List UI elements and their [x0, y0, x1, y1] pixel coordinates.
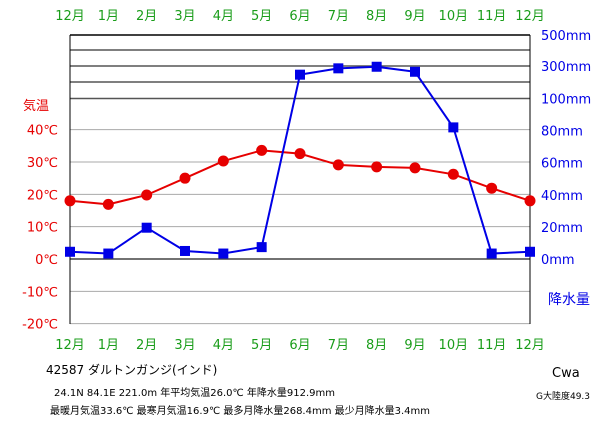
precipitation-point	[448, 122, 459, 133]
month-label-top: 1月	[98, 9, 119, 24]
precipitation-tick-label: 80mm	[541, 125, 583, 140]
precipitation-point	[103, 248, 114, 259]
precipitation-point	[180, 245, 190, 256]
temperature-point	[217, 155, 229, 167]
month-label-top: 9月	[404, 9, 425, 24]
temperature-tick-label: -20℃	[22, 318, 58, 333]
precipitation-point	[256, 242, 267, 253]
month-label-bottom: 3月	[174, 338, 195, 353]
continentality-index: G大陸度49.3	[536, 392, 591, 402]
month-label-top: 12月	[55, 9, 85, 24]
climate-code: Cwa	[552, 366, 580, 381]
precipitation-series	[65, 61, 535, 259]
month-label-top: 8月	[366, 9, 387, 24]
month-label-bottom: 2月	[136, 338, 157, 353]
temperature-point	[294, 148, 306, 160]
precipitation-tick-label: 60mm	[541, 157, 583, 172]
temperature-tick-label: 10℃	[27, 221, 58, 236]
month-label-top: 12月	[515, 9, 545, 24]
temperature-point	[141, 189, 153, 201]
month-label-top: 7月	[328, 9, 349, 24]
month-label-top: 3月	[174, 9, 195, 24]
precipitation-point	[333, 63, 344, 74]
temperature-tick-label: 20℃	[27, 188, 58, 203]
temperature-tick-labels: 40℃ 30℃ 20℃ 10℃ 0℃ -10℃ -20℃	[22, 124, 58, 333]
month-label-top: 6月	[289, 9, 310, 24]
precipitation-tick-label: 0mm	[541, 253, 575, 268]
month-label-bottom: 12月	[55, 338, 85, 353]
month-label-bottom: 1月	[98, 338, 119, 353]
month-label-top: 5月	[251, 9, 272, 24]
temperature-point	[486, 182, 498, 194]
precipitation-point	[525, 246, 535, 257]
month-label-bottom: 7月	[328, 338, 349, 353]
temperature-tick-label: -10℃	[22, 285, 58, 300]
precipitation-point	[295, 69, 305, 80]
temperature-tick-label: 0℃	[35, 253, 58, 268]
month-label-bottom: 5月	[251, 338, 272, 353]
temperature-point	[371, 161, 383, 173]
month-label-top: 10月	[439, 9, 469, 24]
temperature-tick-label: 30℃	[27, 156, 58, 171]
temperature-point	[64, 195, 76, 207]
temperature-point	[524, 195, 536, 207]
temperature-point	[102, 198, 114, 210]
month-label-top: 4月	[213, 9, 234, 24]
month-label-bottom: 9月	[404, 338, 425, 353]
top-month-labels: 12月 1月 2月 3月 4月 5月 6月 7月 8月 9月 10月 11月 12月	[55, 9, 545, 24]
precipitation-point	[486, 248, 497, 259]
station-summary: 24.1N 84.1E 221.0m 年平均気温26.0℃ 年降水量912.9m…	[54, 388, 336, 399]
precipitation-point	[410, 66, 420, 77]
precipitation-tick-label: 100mm	[541, 93, 591, 108]
month-label-top: 11月	[477, 9, 507, 24]
month-label-bottom: 8月	[366, 338, 387, 353]
temperature-point	[179, 172, 191, 184]
precipitation-axis-label: 降水量	[548, 292, 590, 308]
temperature-tick-label: 40℃	[27, 124, 58, 139]
precipitation-tick-label: 20mm	[541, 221, 583, 236]
month-label-bottom: 6月	[289, 338, 310, 353]
month-label-bottom: 4月	[213, 338, 234, 353]
temperature-point	[409, 162, 421, 174]
precipitation-point	[141, 222, 152, 233]
precipitation-tick-label: 40mm	[541, 189, 583, 204]
month-label-bottom: 11月	[477, 338, 507, 353]
temperature-series	[64, 144, 536, 210]
month-label-bottom: 10月	[439, 338, 469, 353]
grid-lines	[69, 34, 531, 325]
station-name: 42587 ダルトンガンジ(インド)	[46, 363, 218, 377]
station-extremes: 最暖月気温33.6℃ 最寒月気温16.9℃ 最多月降水量268.4mm 最少月降…	[50, 406, 431, 417]
month-label-top: 2月	[136, 9, 157, 24]
bottom-month-labels: 12月 1月 2月 3月 4月 5月 6月 7月 8月 9月 10月 11月 12月	[55, 338, 545, 353]
precipitation-line	[69, 65, 531, 255]
temperature-point	[447, 168, 459, 180]
precipitation-point	[371, 61, 382, 72]
temperature-axis-label: 気温	[23, 98, 49, 114]
temperature-point	[256, 144, 268, 156]
precipitation-point	[218, 248, 229, 259]
month-label-bottom: 12月	[515, 338, 545, 353]
precipitation-tick-label: 300mm	[541, 60, 591, 75]
precipitation-tick-label: 500mm	[541, 29, 591, 44]
temperature-point	[332, 159, 344, 171]
precipitation-tick-labels: 500mm 300mm 100mm 80mm 60mm 40mm 20mm 0mm	[541, 29, 591, 268]
precipitation-point	[65, 246, 75, 257]
